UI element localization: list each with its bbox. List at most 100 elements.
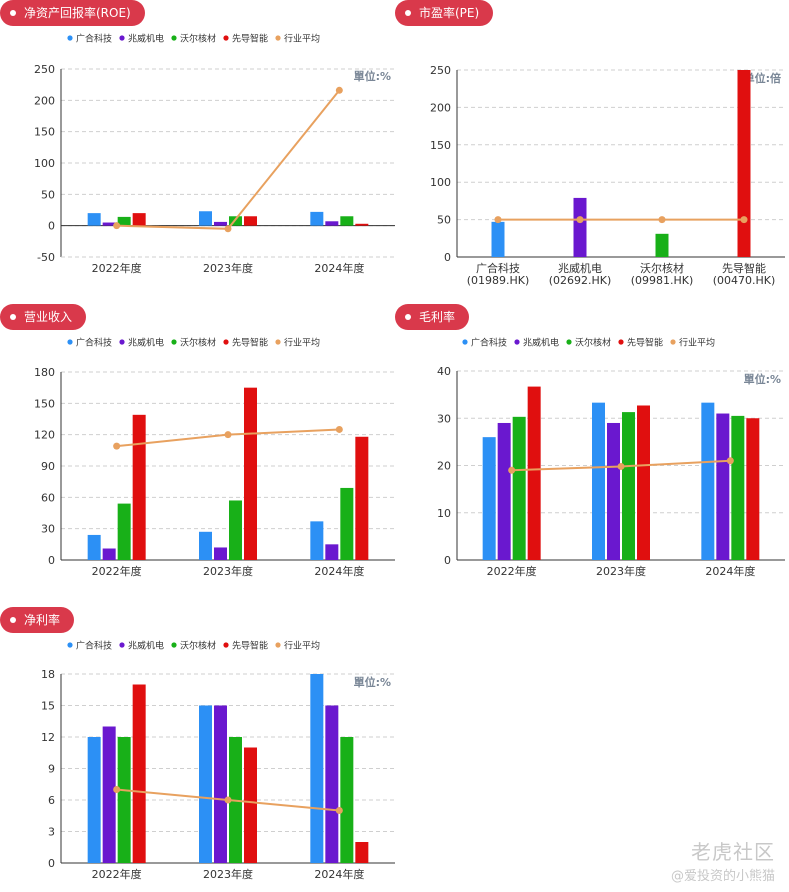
bar: [244, 216, 257, 226]
y-tick-label: 18: [41, 668, 55, 681]
x-tick-label: 2024年度: [314, 867, 364, 881]
x-tick-label: 2023年度: [596, 564, 646, 578]
legend-label: 行业平均: [284, 337, 320, 349]
y-tick-label: 50: [437, 214, 451, 227]
legend-label: 广合科技: [471, 337, 507, 349]
legend-marker: [223, 339, 229, 345]
bar: [355, 436, 369, 560]
bar: [214, 221, 227, 226]
legend-marker: [119, 642, 125, 648]
bar: [199, 211, 212, 226]
legend-marker: [275, 642, 281, 648]
y-tick-label: 100: [430, 176, 451, 189]
bar: [132, 213, 146, 226]
bar: [737, 70, 751, 257]
bar: [102, 222, 116, 226]
legend-label: 兆威机电: [128, 33, 164, 45]
industry-average-line: [116, 89, 341, 230]
industry-average-point: [726, 457, 734, 465]
bar: [102, 726, 116, 863]
roe-chart: 广合科技 兆威机电 沃尔核材 先导智能 行业平均 -50 0 50 100 150 200 250 單位…: [34, 33, 395, 275]
bar: [214, 547, 227, 560]
chart-title-badge: 净利率: [0, 607, 75, 633]
legend-marker: [618, 339, 624, 345]
y-tick-label: 40: [437, 365, 451, 378]
bar: [491, 221, 505, 257]
y-tick-label: 0: [48, 857, 55, 870]
industry-average-point: [508, 466, 516, 474]
industry-average-point: [113, 786, 121, 793]
bar: [310, 521, 324, 560]
legend-label: 沃尔核材: [575, 337, 611, 349]
y-tick-label: 100: [34, 157, 55, 170]
x-tick-label: (00470.HK): [713, 274, 776, 287]
y-tick-label: 20: [437, 460, 451, 473]
industry-average-point: [617, 462, 625, 470]
y-tick-label: 250: [34, 63, 55, 76]
bar: [244, 747, 257, 863]
bar: [637, 405, 650, 560]
x-tick-label: 广合科技: [476, 261, 520, 275]
y-tick-label: 90: [41, 460, 55, 473]
bar: [340, 216, 354, 226]
watermark: 老虎社区 @爱投资的小熊猫: [671, 836, 775, 884]
y-tick-label: 6: [48, 794, 55, 807]
legend-label: 兆威机电: [523, 337, 559, 349]
y-tick-label: 150: [34, 397, 55, 410]
bar: [355, 223, 369, 226]
legend-marker: [67, 642, 73, 648]
legend-label: 先导智能: [627, 337, 663, 349]
unit-label: 單位:%: [354, 69, 391, 83]
industry-average-point: [113, 442, 121, 450]
gross-margin-chart: 广合科技 兆威机电 沃尔核材 先导智能 行业平均 0 10 20 30 40 單位:% 2022年度 2…: [437, 337, 785, 578]
industry-average-point: [740, 216, 748, 224]
bar: [622, 412, 635, 560]
bar: [199, 531, 212, 560]
bar: [87, 213, 101, 226]
bar: [497, 422, 511, 560]
x-tick-label: 2022年度: [92, 564, 142, 578]
y-tick-label: 30: [41, 523, 55, 536]
y-tick-label: 0: [444, 251, 451, 264]
legend-marker: [462, 339, 468, 345]
y-tick-label: 0: [48, 220, 55, 233]
watermark-user: @爱投资的小熊猫: [670, 869, 775, 884]
legend-label: 先导智能: [232, 337, 268, 349]
legend-marker: [67, 339, 73, 345]
bar: [340, 487, 354, 560]
legend-marker: [171, 642, 177, 648]
bar: [607, 422, 620, 560]
y-tick-label: 0: [48, 554, 55, 567]
unit-label: 单位:倍: [744, 71, 781, 85]
legend-label: 兆威机电: [128, 640, 164, 652]
revenue-chart: 广合科技 兆威机电 沃尔核材 先导智能 行业平均 0 30 60 90 120 150 180 2022…: [34, 337, 395, 578]
y-tick-label: 30: [437, 412, 451, 425]
y-tick-label: 150: [430, 139, 451, 152]
legend-label: 行业平均: [284, 640, 320, 652]
y-tick-label: 200: [34, 94, 55, 107]
legend-marker: [223, 35, 229, 41]
x-tick-label: 2023年度: [203, 261, 253, 275]
industry-average-point: [658, 216, 666, 224]
x-tick-label: 2023年度: [203, 564, 253, 578]
chart-panel-revenue: 营业收入 广合科技 兆威机电 沃尔核材 先导智能 行业平均 0 30 60 90 120 150 18…: [0, 304, 395, 594]
bar: [117, 216, 131, 226]
chart-title-badge: 净资产回报率(ROE): [0, 0, 145, 26]
bar: [573, 197, 587, 257]
x-tick-label: 先导智能: [722, 261, 766, 275]
legend-marker: [223, 642, 229, 648]
x-tick-label: 2022年度: [487, 564, 537, 578]
legend-marker: [119, 35, 125, 41]
y-tick-label: 10: [437, 507, 451, 520]
x-tick-label: 2024年度: [314, 564, 364, 578]
y-tick-label: -50: [37, 251, 55, 264]
bar: [482, 437, 496, 560]
y-tick-label: 50: [41, 188, 55, 201]
bar: [310, 211, 324, 226]
x-tick-label: 2024年度: [314, 261, 364, 275]
y-tick-label: 120: [34, 429, 55, 442]
x-tick-label: 2024年度: [705, 564, 755, 578]
bar: [199, 705, 212, 863]
bar: [355, 842, 369, 863]
